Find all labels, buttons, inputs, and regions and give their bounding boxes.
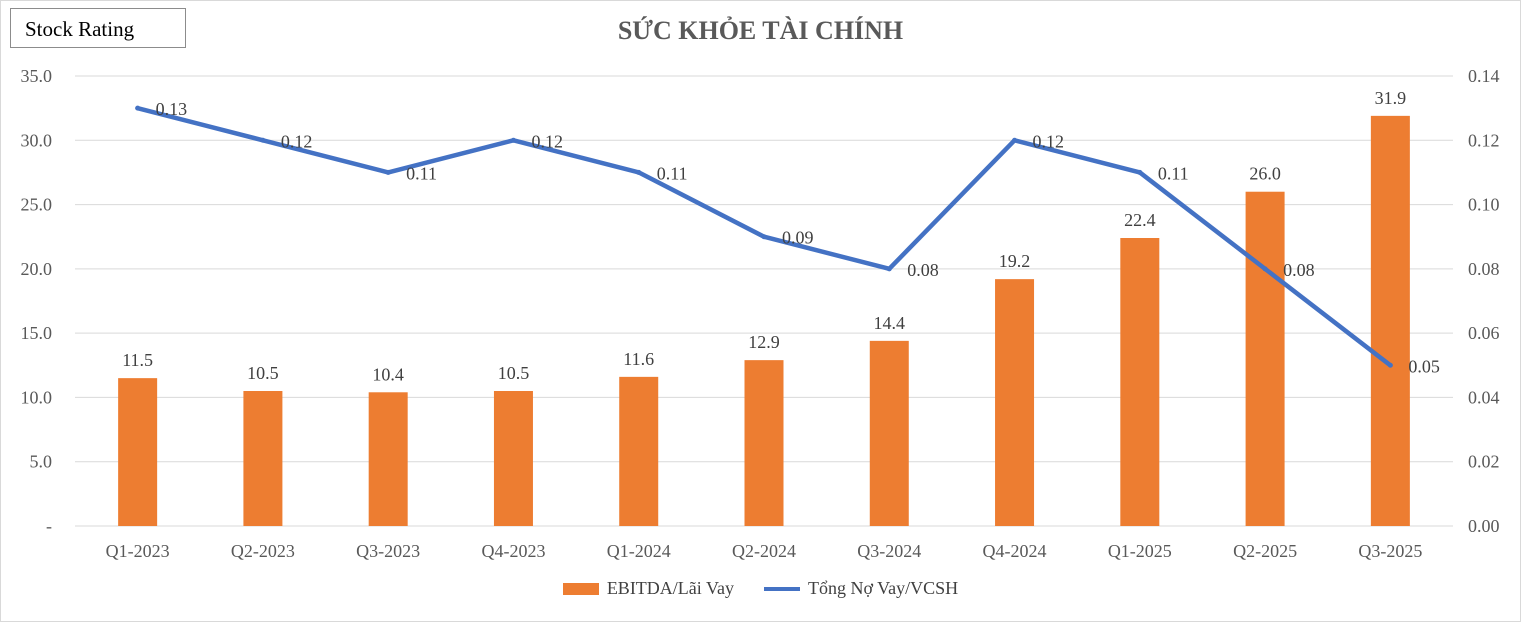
y-left-tick-label: 15.0 — [21, 323, 53, 343]
y-left-tick-label: 35.0 — [21, 66, 53, 86]
y-left-tick-label: 5.0 — [30, 452, 53, 472]
line-point — [1137, 169, 1143, 175]
x-tick-label: Q3-2025 — [1358, 541, 1422, 561]
y-left-tick-label: 25.0 — [21, 195, 53, 215]
line-point — [886, 266, 892, 272]
line-data-label: 0.12 — [281, 131, 313, 151]
y-left-tick-label: 10.0 — [21, 387, 53, 407]
y-left-tick-label: 30.0 — [21, 130, 53, 150]
y-left-tick-label: 20.0 — [21, 259, 53, 279]
legend-label-debt-ratio: Tổng Nợ Vay/VCSH — [807, 578, 959, 598]
bar — [995, 279, 1035, 526]
chart-title: SỨC KHỎE TÀI CHÍNH — [617, 16, 904, 45]
line-point — [636, 169, 642, 175]
line-point — [1262, 266, 1268, 272]
line-data-label: 0.08 — [1283, 260, 1315, 280]
stock-rating-badge: Stock Rating — [10, 8, 186, 48]
bar-data-label: 31.9 — [1375, 88, 1407, 108]
bar-data-label: 22.4 — [1124, 210, 1156, 230]
y-right-tick-label: 0.06 — [1468, 323, 1500, 343]
bar-data-label: 10.4 — [372, 364, 404, 384]
bar — [744, 360, 784, 526]
line-point — [260, 137, 266, 143]
line-data-label: 0.05 — [1408, 356, 1440, 376]
legend-item-debt-ratio: Tổng Nợ Vay/VCSH — [763, 578, 959, 599]
line-point — [1387, 362, 1393, 368]
x-tick-label: Q2-2023 — [231, 541, 295, 561]
legend-swatch-debt-ratio — [763, 586, 800, 591]
line-data-label: 0.08 — [907, 260, 939, 280]
line-data-label: 0.11 — [657, 163, 688, 183]
x-tick-label: Q2-2025 — [1233, 541, 1297, 561]
x-tick-label: Q1-2024 — [607, 541, 671, 561]
bar — [1120, 238, 1160, 526]
y-right-tick-label: 0.14 — [1468, 66, 1500, 86]
line-data-label: 0.13 — [156, 99, 188, 119]
x-tick-label: Q3-2024 — [857, 541, 921, 561]
bar — [118, 378, 158, 526]
y-right-tick-label: 0.02 — [1468, 452, 1500, 472]
bar-data-label: 10.5 — [498, 363, 530, 383]
x-tick-label: Q4-2024 — [983, 541, 1047, 561]
x-tick-label: Q1-2023 — [106, 541, 170, 561]
y-right-tick-label: 0.00 — [1468, 516, 1500, 536]
line-data-label: 0.11 — [406, 163, 437, 183]
line-point — [510, 137, 516, 143]
legend: EBITDA/Lãi Vay Tổng Nợ Vay/VCSH — [0, 578, 1521, 599]
y-right-tick-label: 0.10 — [1468, 195, 1500, 215]
line-point — [385, 169, 391, 175]
bar-data-label: 11.6 — [623, 349, 654, 369]
line-data-label: 0.09 — [782, 228, 814, 248]
bar — [869, 340, 909, 526]
x-tick-label: Q3-2023 — [356, 541, 420, 561]
bar — [243, 391, 283, 526]
x-tick-label: Q4-2023 — [481, 541, 545, 561]
bar — [368, 392, 408, 526]
line-data-label: 0.12 — [1033, 131, 1065, 151]
y-right-tick-label: 0.08 — [1468, 259, 1500, 279]
bar — [1370, 115, 1410, 526]
bar-data-label: 10.5 — [247, 363, 279, 383]
bar-data-label: 11.5 — [122, 350, 153, 370]
legend-label-ebitda: EBITDA/Lãi Vay — [606, 578, 734, 598]
y-left-tick-label: - — [46, 516, 52, 536]
y-right-tick-label: 0.04 — [1468, 387, 1500, 407]
bar — [619, 376, 659, 526]
bar — [1245, 191, 1285, 526]
line-point — [135, 105, 141, 111]
line-data-label: 0.11 — [1158, 163, 1189, 183]
line-data-label: 0.12 — [531, 131, 563, 151]
bar-data-label: 14.4 — [874, 313, 906, 333]
bar-data-label: 12.9 — [748, 332, 780, 352]
y-right-tick-label: 0.12 — [1468, 130, 1500, 150]
line-point — [761, 234, 767, 240]
x-tick-label: Q2-2024 — [732, 541, 796, 561]
bar — [493, 391, 533, 526]
x-tick-label: Q1-2025 — [1108, 541, 1172, 561]
legend-item-ebitda: EBITDA/Lãi Vay — [562, 578, 734, 599]
line-point — [1012, 137, 1018, 143]
bar-data-label: 19.2 — [999, 251, 1031, 271]
bar-data-label: 26.0 — [1249, 164, 1281, 184]
legend-swatch-ebitda — [562, 582, 599, 595]
